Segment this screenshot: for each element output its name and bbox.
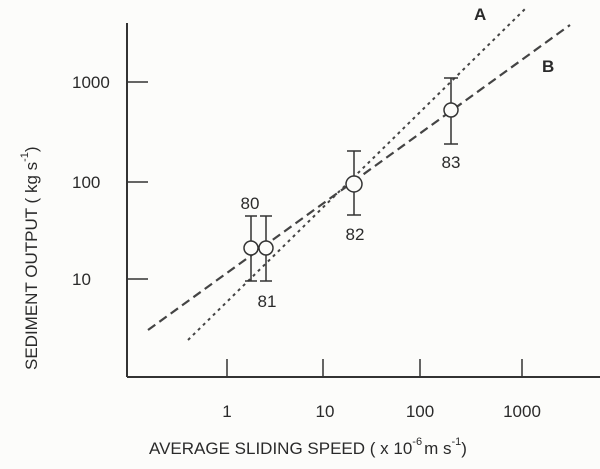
point-label-80: 80: [241, 194, 260, 213]
data-point-80: [243, 215, 259, 282]
y-tick-label-1000: 1000: [72, 73, 110, 92]
x-tick-label-10: 10: [316, 402, 335, 421]
x-tick-label-100: 100: [406, 402, 434, 421]
series-label-a: A: [474, 5, 486, 24]
point-label-82: 82: [346, 225, 365, 244]
y-tick-label-100: 100: [72, 173, 100, 192]
point-label-81: 81: [258, 292, 277, 311]
y-axis-title: SEDIMENT OUTPUT ( kg s-1): [19, 146, 41, 370]
data-point-81: [258, 215, 274, 282]
x-ticks: [226, 359, 523, 377]
data-point-83: [443, 77, 459, 145]
data-point-82: [345, 150, 363, 216]
line-a: [187, 7, 527, 341]
y-tick-label-10: 10: [72, 270, 91, 289]
x-axis-title: AVERAGE SLIDING SPEED ( x 10-6 m s-1): [149, 436, 467, 458]
y-ticks: [127, 81, 148, 280]
x-tick-label-1: 1: [222, 402, 231, 421]
series-label-b: B: [542, 57, 554, 76]
x-tick-label-1000: 1000: [503, 402, 541, 421]
point-label-83: 83: [442, 153, 461, 172]
